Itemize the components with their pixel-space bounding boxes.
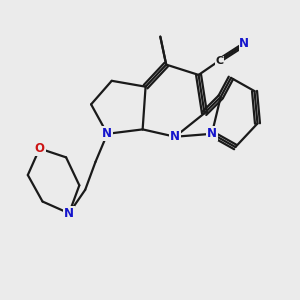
Text: N: N: [207, 127, 217, 140]
Text: N: N: [239, 38, 249, 50]
Text: O: O: [34, 142, 45, 155]
Text: N: N: [64, 207, 74, 220]
Text: N: N: [102, 127, 112, 140]
Text: C: C: [216, 56, 224, 66]
Text: N: N: [170, 130, 180, 143]
